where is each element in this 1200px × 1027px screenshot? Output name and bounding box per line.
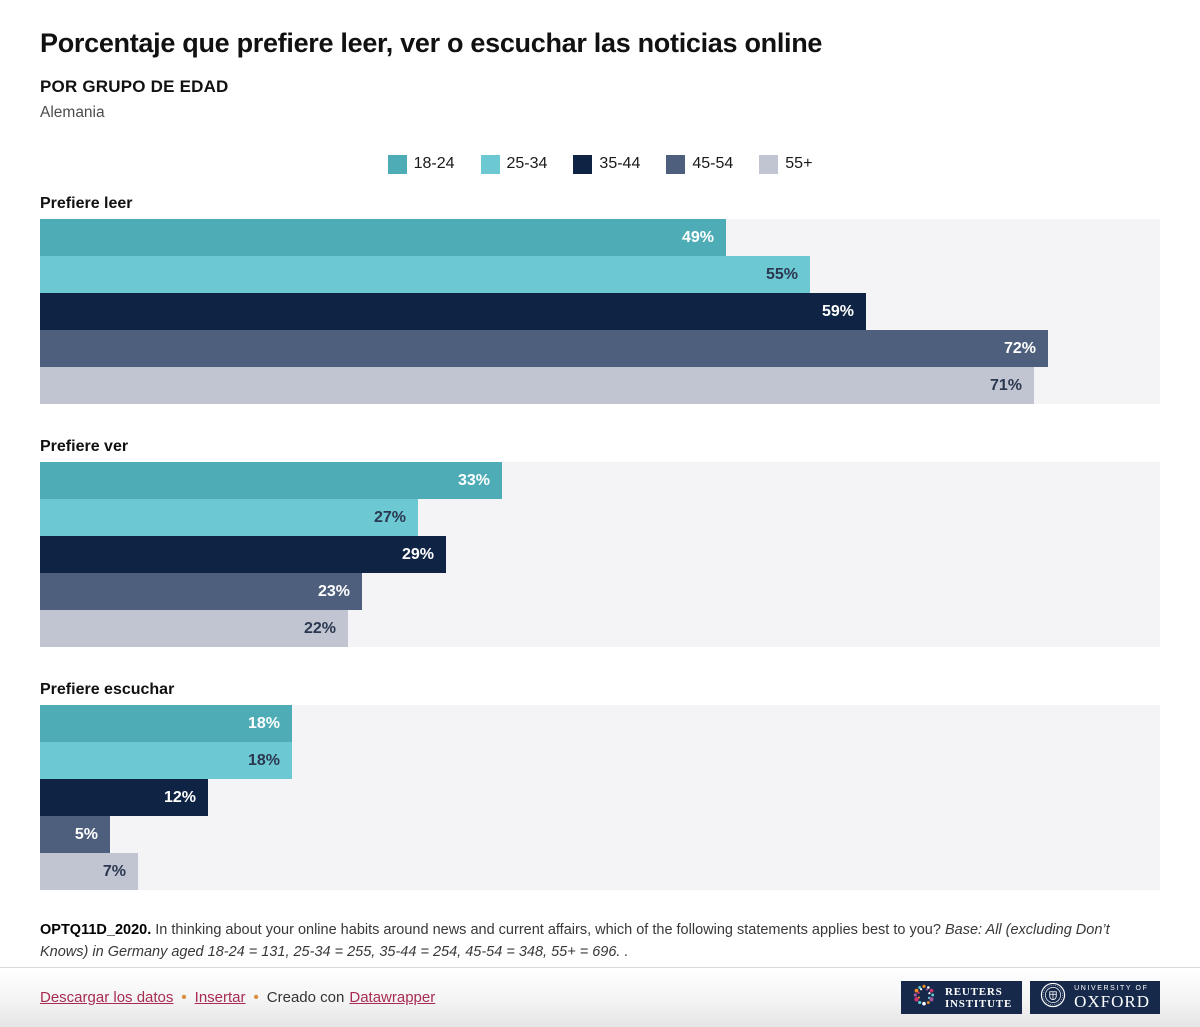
bar-25-34: 27% xyxy=(40,499,418,536)
chart-content: Porcentaje que prefiere leer, ver o escu… xyxy=(40,28,1160,963)
bar-track: 49% 55% 59% 72% 71% xyxy=(40,219,1160,404)
bar-value-label: 72% xyxy=(1003,339,1036,357)
page-title: Porcentaje que prefiere leer, ver o escu… xyxy=(40,28,823,58)
bar-track: 18% 18% 12% 5% 7% xyxy=(40,705,1160,890)
oxford-logo-line2: OXFORD xyxy=(1074,992,1150,1011)
oxford-university-logo: UNIVERSITY OF OXFORD xyxy=(1030,981,1160,1014)
created-with-text: Creado con xyxy=(266,989,345,1006)
bar-row: 71% xyxy=(40,367,1160,404)
bar-value-label: 18% xyxy=(247,751,280,769)
bar-row: 33% xyxy=(40,462,1160,499)
datawrapper-link[interactable]: Datawrapper xyxy=(349,989,436,1006)
bar-value-label: 71% xyxy=(989,376,1022,394)
bar-value-label: 27% xyxy=(373,508,406,526)
bar-row: 59% xyxy=(40,293,1160,330)
embed-link[interactable]: Insertar xyxy=(194,989,246,1006)
oxford-logo-text: UNIVERSITY OF OXFORD xyxy=(1074,984,1150,1011)
bar-value-label: 55% xyxy=(765,265,798,283)
chart-group: Prefiere leer 49% 55% 59% 72% 71% xyxy=(40,195,1160,404)
bar-value-label: 7% xyxy=(102,862,126,880)
legend: 18-24 25-34 35-44 45-54 55+ xyxy=(40,154,1160,174)
bar-row: 18% xyxy=(40,705,1160,742)
download-data-link[interactable]: Descargar los datos xyxy=(40,989,174,1006)
bar-35-44: 59% xyxy=(40,293,866,330)
footnote-question-code: OPTQ11D_2020. xyxy=(40,922,152,938)
legend-label: 45-54 xyxy=(692,155,734,172)
bar-row: 12% xyxy=(40,779,1160,816)
bar-55+: 7% xyxy=(40,853,138,890)
reuters-logo-line2: INSTITUTE xyxy=(944,997,1013,1010)
bar-35-44: 12% xyxy=(40,779,208,816)
footnote: OPTQ11D_2020. In thinking about your onl… xyxy=(40,919,1160,963)
bar-55+: 22% xyxy=(40,610,348,647)
footer-links: Descargar los datos • Insertar • Creado … xyxy=(40,989,435,1006)
legend-swatch-icon xyxy=(759,154,779,174)
legend-item-35-44: 35-44 xyxy=(573,154,641,174)
bar-value-label: 49% xyxy=(681,228,714,246)
reuters-logo-text: REUTERS INSTITUTE xyxy=(945,986,1012,1010)
bar-18-24: 18% xyxy=(40,705,292,742)
oxford-logo-line1: UNIVERSITY OF xyxy=(1074,985,1149,992)
chart-country-note: Alemania xyxy=(40,104,105,121)
bar-value-label: 12% xyxy=(163,788,196,806)
bar-row: 72% xyxy=(40,330,1160,367)
link-separator-dot: • xyxy=(253,989,259,1006)
footer-logos: REUTERS INSTITUTE UNIVERSITY xyxy=(900,981,1160,1014)
bar-18-24: 49% xyxy=(40,219,726,256)
chart-sections: Prefiere leer 49% 55% 59% 72% 71% Prefiere ver… xyxy=(40,195,1160,890)
chart-group: Prefiere ver 33% 27% 29% 23% 22% xyxy=(40,438,1160,647)
bar-45-54: 5% xyxy=(40,816,110,853)
bar-35-44: 29% xyxy=(40,536,446,573)
legend-item-45-54: 45-54 xyxy=(666,154,734,174)
legend-label: 35-44 xyxy=(599,155,641,172)
bar-row: 29% xyxy=(40,536,1160,573)
bar-45-54: 23% xyxy=(40,573,362,610)
bar-value-label: 29% xyxy=(401,545,434,563)
oxford-crest-icon xyxy=(1040,982,1066,1013)
bar-55+: 71% xyxy=(40,367,1034,404)
group-title: Prefiere leer xyxy=(40,195,133,212)
bar-row: 27% xyxy=(40,499,1160,536)
chart-group: Prefiere escuchar 18% 18% 12% 5% 7% xyxy=(40,681,1160,890)
bar-row: 5% xyxy=(40,816,1160,853)
bar-value-label: 18% xyxy=(247,714,280,732)
legend-item-55+: 55+ xyxy=(759,154,813,174)
reuters-logo-line1: REUTERS xyxy=(944,985,1003,998)
chart-subtitle: POR GRUPO DE EDAD xyxy=(40,77,229,96)
bar-row: 22% xyxy=(40,610,1160,647)
footer-bar: Descargar los datos • Insertar • Creado … xyxy=(0,967,1200,1027)
reuters-institute-logo: REUTERS INSTITUTE xyxy=(900,981,1023,1014)
bar-45-54: 72% xyxy=(40,330,1048,367)
bar-value-label: 22% xyxy=(303,619,336,637)
legend-swatch-icon xyxy=(480,154,500,174)
bar-25-34: 55% xyxy=(40,256,810,293)
bar-value-label: 5% xyxy=(74,825,98,843)
reuters-dotted-globe-icon xyxy=(911,982,937,1013)
bar-row: 23% xyxy=(40,573,1160,610)
legend-label: 18-24 xyxy=(413,155,455,172)
bar-18-24: 33% xyxy=(40,462,502,499)
footnote-base-text: Base: All (excluding Don’t Knows) in Ger… xyxy=(40,922,1110,960)
bar-value-label: 33% xyxy=(457,471,490,489)
legend-item-18-24: 18-24 xyxy=(387,154,455,174)
legend-label: 55+ xyxy=(785,155,813,172)
legend-swatch-icon xyxy=(666,154,686,174)
bar-25-34: 18% xyxy=(40,742,292,779)
bar-row: 55% xyxy=(40,256,1160,293)
bar-value-label: 59% xyxy=(821,302,854,320)
bar-row: 7% xyxy=(40,853,1160,890)
legend-swatch-icon xyxy=(573,154,593,174)
group-title: Prefiere escuchar xyxy=(40,681,175,698)
group-title: Prefiere ver xyxy=(40,438,129,455)
bar-row: 49% xyxy=(40,219,1160,256)
bar-row: 18% xyxy=(40,742,1160,779)
legend-label: 25-34 xyxy=(506,155,548,172)
legend-swatch-icon xyxy=(387,154,407,174)
link-separator-dot: • xyxy=(181,989,187,1006)
bar-track: 33% 27% 29% 23% 22% xyxy=(40,462,1160,647)
footnote-question-text: In thinking about your online habits aro… xyxy=(155,922,941,938)
legend-item-25-34: 25-34 xyxy=(480,154,548,174)
bar-value-label: 23% xyxy=(317,582,350,600)
